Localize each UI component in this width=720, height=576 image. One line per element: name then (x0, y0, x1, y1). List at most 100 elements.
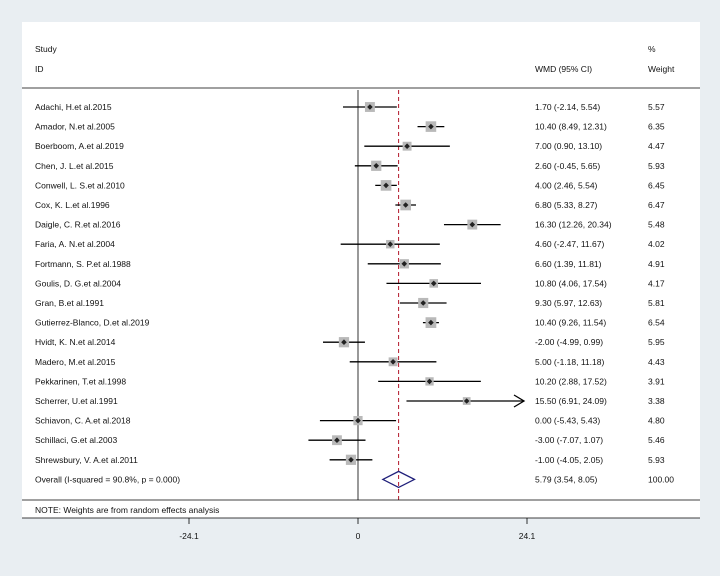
study-ci: 6.80 (5.33, 8.27) (535, 200, 598, 210)
study-weight: 5.93 (648, 455, 665, 465)
study-row: Schillaci, G.et al.2003 -3.00 (-7.07, 1.0… (35, 435, 665, 445)
overall-weight: 100.00 (648, 474, 674, 484)
study-ci: 15.50 (6.91, 24.09) (535, 396, 607, 406)
study-label: Boerboom, A.et al.2019 (35, 141, 124, 151)
study-ci: -2.00 (-4.99, 0.99) (535, 337, 603, 347)
study-weight: 6.54 (648, 318, 665, 328)
study-weight: 4.91 (648, 259, 665, 269)
point-estimate (373, 163, 380, 169)
point-estimate (428, 123, 434, 130)
study-ci: 10.20 (2.88, 17.52) (535, 376, 607, 386)
study-ci: 4.00 (2.46, 5.54) (535, 180, 598, 190)
study-row: Fortmann, S. P.et al.1988 6.60 (1.39, 11.… (35, 259, 665, 269)
x-axis: -24.1 0 24.1 (179, 518, 536, 541)
point-estimate (469, 221, 476, 228)
study-label: Daigle, C. R.et al.2016 (35, 220, 121, 230)
study-rows: Adachi, H.et al.2015 1.70 (-2.14, 5.54) 5.… (35, 102, 665, 465)
study-label: Gran, B.et al.1991 (35, 298, 104, 308)
study-weight: 6.45 (648, 180, 665, 190)
study-row: Chen, J. L.et al.2015 2.60 (-0.45, 5.65) 5… (35, 160, 665, 171)
study-row: Madero, M.et al.2015 5.00 (-1.18, 11.18) 4… (35, 357, 665, 367)
point-estimate (401, 261, 408, 267)
study-weight: 6.47 (648, 200, 665, 210)
x-tick-label: 0 (356, 531, 361, 541)
study-label: Adachi, H.et al.2015 (35, 102, 112, 112)
plot-panel (22, 22, 700, 518)
study-weight: 5.46 (648, 435, 665, 445)
point-estimate (348, 457, 354, 463)
study-ci: 10.80 (4.06, 17.54) (535, 278, 607, 288)
study-ci: 1.70 (-2.14, 5.54) (535, 102, 600, 112)
study-label: Shrewsbury, V. A.et al.2011 (35, 455, 138, 465)
point-estimate (426, 378, 433, 385)
x-tick-label: 24.1 (519, 531, 536, 541)
header-study: Study (35, 44, 57, 54)
study-label: Faria, A. N.et al.2004 (35, 239, 115, 249)
study-ci: 0.00 (-5.43, 5.43) (535, 416, 600, 426)
study-label: Chen, J. L.et al.2015 (35, 161, 114, 171)
study-row: Amador, N.et al.2005 10.40 (8.49, 12.31) 6… (35, 121, 665, 132)
x-tick-label: -24.1 (179, 531, 199, 541)
column-headers: Study ID WMD (95% CI) % Weight (35, 44, 675, 74)
study-row: Adachi, H.et al.2015 1.70 (-2.14, 5.54) 5.… (35, 102, 665, 112)
header-weight: Weight (648, 64, 675, 74)
study-weight: 5.93 (648, 161, 665, 171)
study-label: Madero, M.et al.2015 (35, 357, 116, 367)
study-row: Conwell, L. S.et al.2010 4.00 (2.46, 5.54… (35, 180, 665, 191)
header-effect: WMD (95% CI) (535, 64, 592, 74)
point-estimate (367, 104, 373, 110)
study-label: Cox, K. L.et al.1996 (35, 200, 110, 210)
study-row: Pekkarinen, T.et al.1998 10.20 (2.88, 17.… (35, 376, 665, 386)
point-estimate (390, 359, 396, 365)
study-row: Goulis, D. G.et al.2004 10.80 (4.06, 17.5… (35, 278, 665, 288)
study-row: Daigle, C. R.et al.2016 16.30 (12.26, 20.… (35, 220, 665, 230)
study-weight: 4.17 (648, 278, 665, 288)
point-estimate (463, 398, 470, 404)
overall-label: Overall (I-squared = 90.8%, p = 0.000) (35, 474, 180, 484)
study-label: Goulis, D. G.et al.2004 (35, 278, 121, 288)
study-ci: 7.00 (0.90, 13.10) (535, 141, 602, 151)
header-id: ID (35, 64, 44, 74)
study-row: Scherrer, U.et al.1991 15.50 (6.91, 24.09… (35, 394, 665, 408)
study-weight: 4.02 (648, 239, 665, 249)
study-label: Fortmann, S. P.et al.1988 (35, 259, 131, 269)
point-estimate (387, 241, 394, 247)
study-weight: 4.80 (648, 416, 665, 426)
study-row: Shrewsbury, V. A.et al.2011 -1.00 (-4.05,… (35, 454, 665, 465)
study-row: Faria, A. N.et al.2004 4.60 (-2.47, 11.67… (35, 239, 665, 249)
study-ci: 16.30 (12.26, 20.34) (535, 220, 612, 230)
study-ci: 4.60 (-2.47, 11.67) (535, 239, 604, 249)
study-weight: 5.95 (648, 337, 665, 347)
ci-arrow (513, 394, 526, 408)
study-row: Hvidt, K. N.et al.2014 -2.00 (-4.99, 0.99… (35, 337, 665, 348)
study-ci: 9.30 (5.97, 12.63) (535, 298, 602, 308)
point-estimate (430, 280, 437, 287)
study-weight: 4.43 (648, 357, 665, 367)
study-label: Hvidt, K. N.et al.2014 (35, 337, 116, 347)
study-weight: 6.35 (648, 122, 665, 132)
point-estimate (383, 182, 389, 189)
study-label: Schillaci, G.et al.2003 (35, 435, 117, 445)
study-ci: 6.60 (1.39, 11.81) (535, 259, 602, 269)
study-row: Cox, K. L.et al.1996 6.80 (5.33, 8.27) 6.4… (35, 199, 665, 211)
study-ci: 10.40 (8.49, 12.31) (535, 122, 607, 132)
study-row: Gran, B.et al.1991 9.30 (5.97, 12.63) 5.81 (35, 297, 665, 309)
study-ci: 2.60 (-0.45, 5.65) (535, 161, 600, 171)
study-weight: 5.48 (648, 220, 665, 230)
overall-ci: 5.79 (3.54, 8.05) (535, 474, 598, 484)
point-estimate (355, 417, 361, 424)
point-estimate (428, 319, 434, 326)
study-label: Pekkarinen, T.et al.1998 (35, 376, 126, 386)
study-row: Schiavon, C. A.et al.2018 0.00 (-5.43, 5.… (35, 416, 665, 426)
overall-row: Overall (I-squared = 90.8%, p = 0.000) 5.… (35, 470, 674, 489)
study-weight: 5.81 (648, 298, 665, 308)
study-weight: 3.91 (648, 376, 665, 386)
study-row: Boerboom, A.et al.2019 7.00 (0.90, 13.10)… (35, 141, 665, 151)
study-ci: -1.00 (-4.05, 2.05) (535, 455, 603, 465)
study-ci: 10.40 (9.26, 11.54) (535, 318, 606, 328)
point-estimate (404, 143, 410, 149)
point-estimate (341, 339, 347, 345)
point-estimate (420, 300, 427, 306)
point-estimate (334, 437, 340, 443)
study-label: Scherrer, U.et al.1991 (35, 396, 118, 406)
